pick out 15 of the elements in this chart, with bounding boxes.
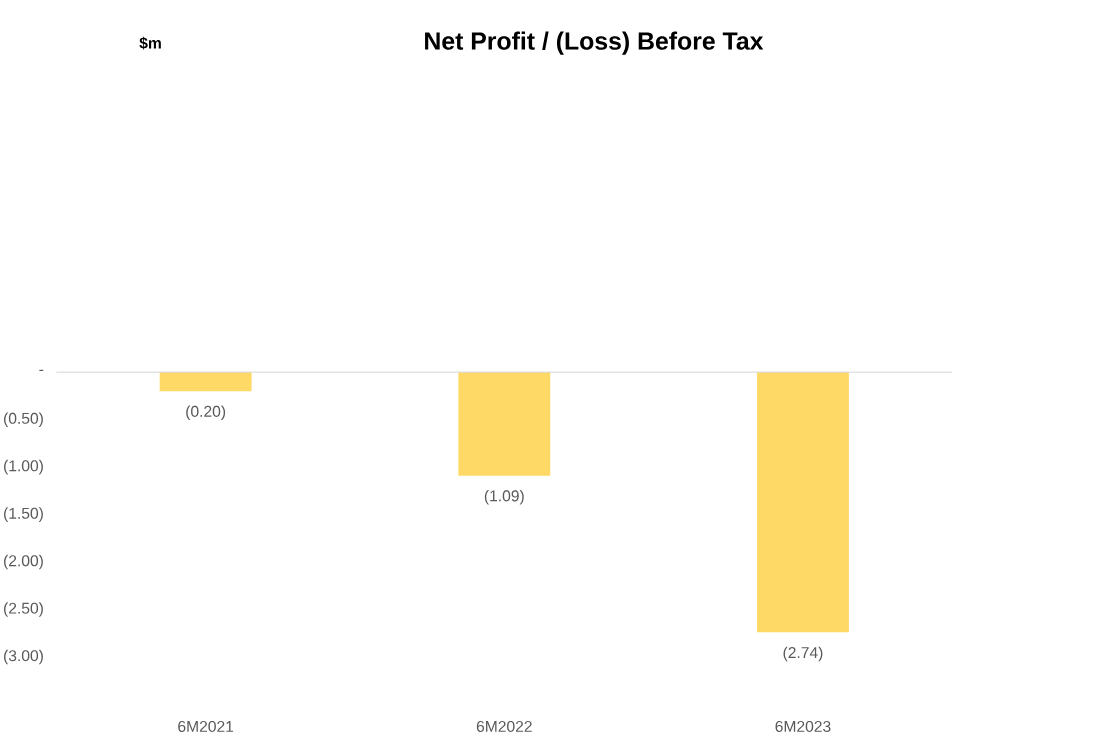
y-tick-label: (3.00)	[4, 649, 43, 665]
x-tick-label: 6M2022	[476, 720, 532, 732]
y-tick-label: -	[39, 369, 44, 371]
data-label: (1.09)	[484, 489, 524, 505]
y-tick-label: (1.00)	[4, 459, 43, 475]
y-tick-label: (2.00)	[4, 554, 43, 570]
y-tick-label: (2.50)	[4, 602, 43, 617]
x-tick-label: 6M2021	[178, 720, 234, 732]
data-label: (0.20)	[186, 405, 226, 420]
y-tick-label: (1.50)	[4, 507, 43, 522]
chart-title: Net Profit / (Loss) Before Tax	[425, 31, 764, 55]
y-tick-label: (0.50)	[4, 412, 43, 427]
data-label: (2.74)	[783, 646, 823, 662]
x-tick-label: 6M2023	[775, 720, 831, 732]
text: $m	[139, 36, 161, 50]
